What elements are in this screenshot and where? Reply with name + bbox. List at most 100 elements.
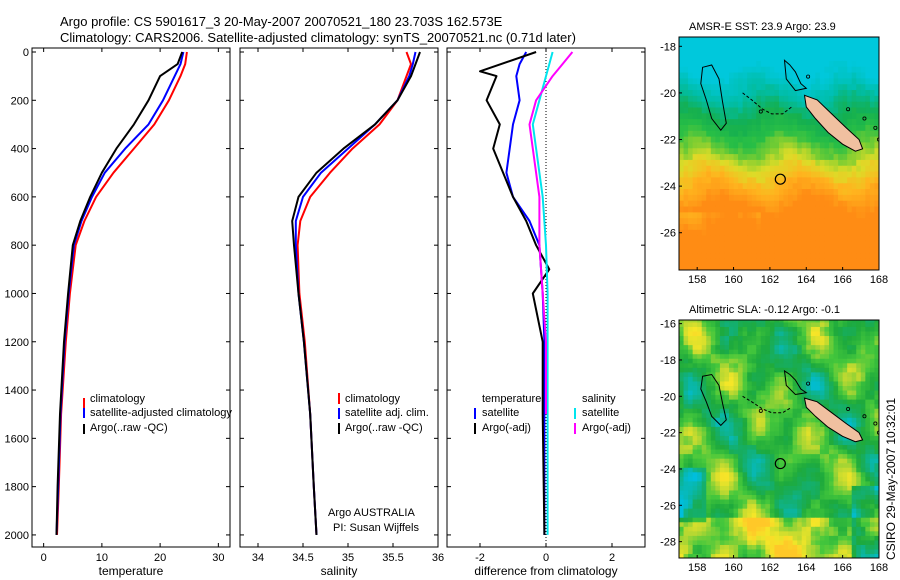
x-tick-label: 2: [609, 552, 615, 564]
y-tick-label: -20: [660, 391, 676, 403]
sst-map: 158 160 162 164 166 168 -18 -20 -22 -24 -26: [660, 36, 888, 286]
y-tick-label: 400: [11, 144, 29, 156]
x-tick-label: 35: [342, 552, 354, 564]
islet-outline: [758, 109, 763, 114]
legend-title-salinity: salinity: [582, 393, 616, 405]
argo-location-marker: [774, 457, 786, 470]
legend-label: satellite: [582, 407, 619, 419]
y-tick-label: 1800: [5, 482, 29, 494]
islet-outline: [806, 381, 811, 386]
x-tick-label: 162: [761, 274, 779, 286]
x-tick-label: 34: [252, 552, 264, 564]
reef-outline: [742, 395, 792, 414]
y-tick-label: 0: [23, 47, 29, 59]
islet-outline: [877, 430, 879, 435]
plot-frame: [31, 47, 231, 548]
x-tick-label: 158: [688, 562, 706, 574]
x-tick-label: 164: [797, 274, 815, 286]
x-tick-label: 160: [724, 562, 742, 574]
x-axis-label: temperature: [99, 564, 164, 578]
y-tick-label: 1600: [5, 433, 29, 445]
y-tick-label: -24: [660, 181, 676, 193]
map-frame: [678, 36, 880, 271]
y-tick-label: 1400: [5, 385, 29, 397]
y-tick-label: -26: [660, 500, 676, 512]
islet-outline: [806, 74, 811, 79]
sst-map-title: AMSR-E SST: 23.9 Argo: 23.9: [689, 21, 836, 33]
map-field: [679, 320, 879, 558]
temperature-panel: 0 10 20 30 0 200 400 600 800 1000 1200 1400 1600 1800…: [5, 47, 231, 578]
x-axis-label: salinity: [321, 564, 358, 578]
y-tick-label: -16: [660, 319, 676, 331]
x-tick-label: 160: [724, 274, 742, 286]
map-field: [679, 37, 879, 270]
difference-legend: temperature satellite Argo(-adj) salinit…: [474, 393, 631, 434]
x-tick-label: 20: [154, 552, 166, 564]
plot-frame: [239, 47, 439, 548]
reef-outline: [783, 369, 808, 396]
x-tick-label: 35.5: [382, 552, 403, 564]
map-frame: [678, 319, 880, 559]
x-tick-label: -2: [475, 552, 485, 564]
temperature-legend: climatology satellite-adjusted climatolo…: [83, 393, 232, 434]
x-tick-label: 166: [833, 562, 851, 574]
y-tick-label: 1000: [5, 288, 29, 300]
series-line-satellite: [505, 51, 546, 535]
x-tick-label: 162: [761, 562, 779, 574]
islet-outline: [862, 116, 867, 121]
y-tick-label: 600: [11, 192, 29, 204]
y-tick-label: 800: [11, 240, 29, 252]
y-tick-label: -28: [660, 537, 676, 549]
legend-label: climatology: [345, 393, 401, 405]
series-line-argo-adj-: [528, 51, 574, 415]
islet-outline: [862, 414, 867, 419]
legend-label: satellite adj. clim.: [345, 407, 429, 419]
islet-outline: [758, 408, 763, 413]
salinity-legend: climatology satellite adj. clim. Argo(..…: [338, 393, 429, 434]
series-line-argo-raw-qc-: [55, 51, 184, 535]
side-timestamp-label: CSIRO 29-May-2007 10:32:01: [884, 398, 898, 560]
legend-label: Argo(-adj): [582, 422, 631, 434]
figure-title-line2: Climatology: CARS2006. Satellite-adjuste…: [60, 30, 576, 45]
sla-map: 158 160 162 164 166 168 -16 -18 -20 -22 -24 -26 -28: [660, 319, 888, 574]
annotation-pi: PI: Susan Wijffels: [333, 522, 419, 534]
x-tick-label: 34.5: [292, 552, 313, 564]
islet-outline: [877, 137, 879, 142]
x-tick-label: 166: [833, 274, 851, 286]
y-tick-label: 1200: [5, 337, 29, 349]
islet-outline: [873, 421, 878, 426]
reef-outline: [700, 373, 727, 427]
legend-label: satellite-adjusted climatology: [90, 407, 232, 419]
legend-label: Argo(-adj): [482, 422, 531, 434]
series-line-argo-adj-: [479, 51, 551, 535]
annotation-argo-australia: Argo AUSTRALIA: [328, 507, 415, 519]
land-new-caledonia: [803, 94, 864, 152]
figure-title-line1: Argo profile: CS 5901617_3 20-May-2007 2…: [60, 14, 503, 29]
x-tick-label: 168: [870, 274, 888, 286]
reef-outline: [700, 64, 727, 132]
y-tick-label: -18: [660, 41, 676, 53]
series-line-satellite: [531, 51, 554, 535]
salinity-panel: 34 34.5 35 35.5 36 salinity: [239, 47, 444, 578]
y-tick-label: -22: [660, 428, 676, 440]
x-tick-label: 158: [688, 274, 706, 286]
y-tick-label: -20: [660, 88, 676, 100]
x-axis-label: difference from climatology: [474, 564, 617, 578]
sla-map-title: Altimetric SLA: -0.12 Argo: -0.1: [689, 304, 840, 316]
y-tick-label: -24: [660, 464, 676, 476]
x-tick-label: 36: [432, 552, 444, 564]
reef-outline: [783, 59, 808, 92]
islet-outline: [846, 107, 851, 112]
x-tick-label: 30: [212, 552, 224, 564]
islet-outline: [873, 125, 878, 130]
legend-label: satellite: [482, 407, 519, 419]
argo-location-marker: [774, 173, 786, 185]
x-tick-label: 0: [41, 552, 47, 564]
legend-title-temperature: temperature: [482, 393, 541, 405]
y-tick-label: -22: [660, 135, 676, 147]
reef-outline: [742, 92, 793, 115]
legend-label: climatology: [90, 393, 146, 405]
series-line-argo-raw-qc-: [291, 51, 421, 535]
